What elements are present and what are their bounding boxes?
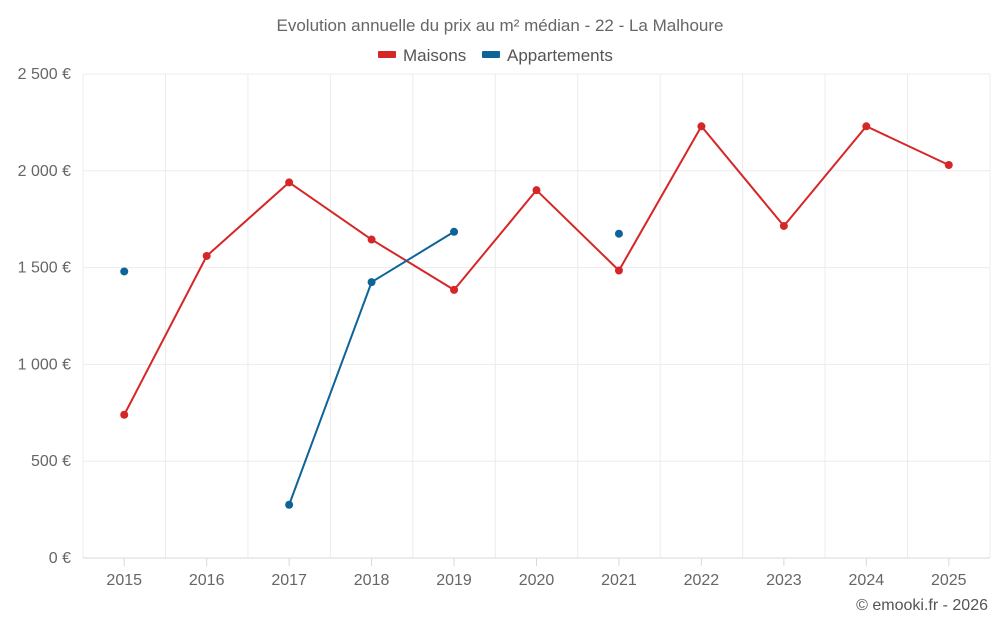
data-point-appartements[interactable] <box>120 267 129 276</box>
data-point-maisons[interactable] <box>532 186 541 195</box>
legend-swatch-appartements <box>482 51 500 58</box>
data-point-maisons[interactable] <box>285 178 294 187</box>
y-tick-label: 1 500 € <box>18 260 71 277</box>
data-point-maisons[interactable] <box>614 266 623 275</box>
x-tick-label: 2016 <box>189 572 225 589</box>
series-points <box>120 122 953 509</box>
x-tick-label: 2025 <box>931 572 967 589</box>
x-tick-label: 2023 <box>766 572 802 589</box>
credit: © emooki.fr - 2026 <box>856 597 988 614</box>
data-point-appartements[interactable] <box>367 278 376 287</box>
legend: Maisons Appartements <box>378 46 613 65</box>
x-tick-label: 2022 <box>684 572 720 589</box>
legend-item-appartements[interactable]: Appartements <box>482 46 613 65</box>
y-tick-labels: 0 € 500 € 1 000 € 1 500 € 2 000 € 2 500 € <box>18 66 71 567</box>
x-tick-label: 2018 <box>354 572 390 589</box>
x-tick-label: 2021 <box>601 572 637 589</box>
data-point-maisons[interactable] <box>779 221 788 230</box>
y-tick-label: 2 500 € <box>18 66 71 83</box>
data-point-maisons[interactable] <box>697 122 706 131</box>
data-point-maisons[interactable] <box>120 410 129 419</box>
x-tick-label: 2019 <box>436 572 472 589</box>
data-point-appartements[interactable] <box>450 227 459 236</box>
x-tick-label: 2024 <box>849 572 885 589</box>
data-point-maisons[interactable] <box>862 122 871 131</box>
y-gridlines <box>83 73 990 462</box>
x-tick-labels: 2015 2016 2017 2018 2019 2020 2021 2022 2023 2024… <box>106 572 966 589</box>
y-tick-label: 0 € <box>49 550 71 567</box>
y-tick-label: 500 € <box>31 453 71 470</box>
x-tick-label: 2020 <box>519 572 555 589</box>
data-point-maisons[interactable] <box>944 160 953 169</box>
x-tick-label: 2015 <box>106 572 142 589</box>
data-point-maisons[interactable] <box>202 251 211 260</box>
legend-swatch-maisons <box>378 51 396 58</box>
legend-label-appartements: Appartements <box>507 46 613 65</box>
data-point-appartements[interactable] <box>614 229 623 238</box>
x-gridlines <box>82 74 991 566</box>
data-point-maisons[interactable] <box>367 235 376 244</box>
data-point-appartements[interactable] <box>285 500 294 509</box>
y-tick-label: 2 000 € <box>18 163 71 180</box>
data-point-maisons[interactable] <box>450 285 459 294</box>
legend-item-maisons[interactable]: Maisons <box>378 46 466 65</box>
x-tick-label: 2017 <box>271 572 307 589</box>
legend-label-maisons: Maisons <box>403 46 466 65</box>
y-tick-label: 1 000 € <box>18 356 71 373</box>
chart-title: Evolution annuelle du prix au m² médian … <box>277 16 724 35</box>
series-line-appartements <box>288 230 455 506</box>
